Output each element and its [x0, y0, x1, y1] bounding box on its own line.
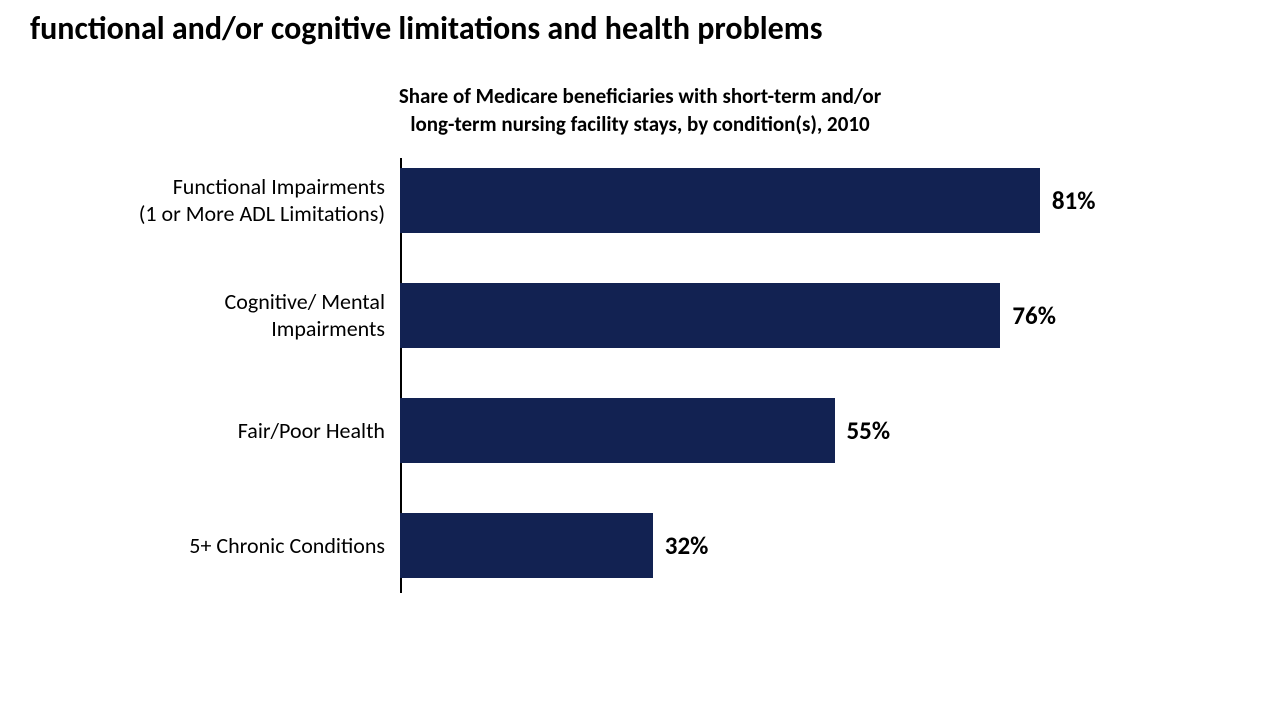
chart-subtitle-line1: Share of Medicare beneficiaries with sho…: [399, 83, 881, 109]
chart-subtitle: Share of Medicare beneficiaries with sho…: [30, 83, 1250, 138]
bar-row: Cognitive/ Mental Impairments 76%: [90, 283, 1190, 348]
bar: [400, 398, 835, 463]
bar-label-line1: 5+ Chronic Conditions: [189, 532, 385, 559]
chart-area: Functional Impairments (1 or More ADL Li…: [90, 168, 1190, 578]
bar-label-line1: Functional Impairments: [173, 173, 385, 200]
bar-label: Fair/Poor Health: [90, 417, 400, 445]
bar-value: 55%: [847, 415, 891, 446]
bar: [400, 283, 1000, 348]
bar-track: 32%: [400, 513, 1190, 578]
bar-value: 81%: [1052, 185, 1096, 216]
bar-label-line2: Impairments: [271, 315, 385, 342]
bar-track: 55%: [400, 398, 1190, 463]
bar-label: 5+ Chronic Conditions: [90, 532, 400, 560]
bar-value: 76%: [1012, 300, 1056, 331]
bar-label: Cognitive/ Mental Impairments: [90, 288, 400, 343]
chart-subtitle-line2: long-term nursing facility stays, by con…: [410, 111, 869, 137]
bar-row: Fair/Poor Health 55%: [90, 398, 1190, 463]
bar-label: Functional Impairments (1 or More ADL Li…: [90, 173, 400, 228]
bar-row: 5+ Chronic Conditions 32%: [90, 513, 1190, 578]
bar-row: Functional Impairments (1 or More ADL Li…: [90, 168, 1190, 233]
bar-track: 76%: [400, 283, 1190, 348]
bar-label-line1: Fair/Poor Health: [238, 417, 385, 444]
bar: [400, 513, 653, 578]
bar: [400, 168, 1040, 233]
chart-container: Share of Medicare beneficiaries with sho…: [0, 83, 1280, 578]
page-title: functional and/or cognitive limitations …: [0, 0, 1280, 48]
bar-label-line2: (1 or More ADL Limitations): [139, 200, 385, 227]
bar-track: 81%: [400, 168, 1190, 233]
bar-value: 32%: [665, 530, 709, 561]
bar-label-line1: Cognitive/ Mental: [225, 288, 386, 315]
